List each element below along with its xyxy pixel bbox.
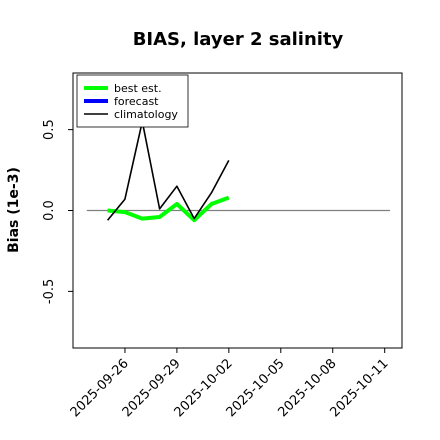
legend-label-forecast: forecast	[114, 95, 159, 108]
y-tick-label: -0.5	[42, 279, 57, 304]
legend: best est. forecast climatology	[76, 74, 189, 128]
series-line-climatology	[106, 120, 230, 221]
chart-title: BIAS, layer 2 salinity	[133, 29, 344, 50]
legend-label-best-est: best est.	[114, 82, 162, 95]
y-tick-label: 0.5	[42, 119, 57, 140]
y-axis-label: Bias (1e-3)	[6, 167, 22, 253]
y-tick-label: 0.0	[42, 200, 57, 221]
series-line-best-est	[107, 195, 230, 223]
legend-label-climatology: climatology	[114, 108, 178, 121]
